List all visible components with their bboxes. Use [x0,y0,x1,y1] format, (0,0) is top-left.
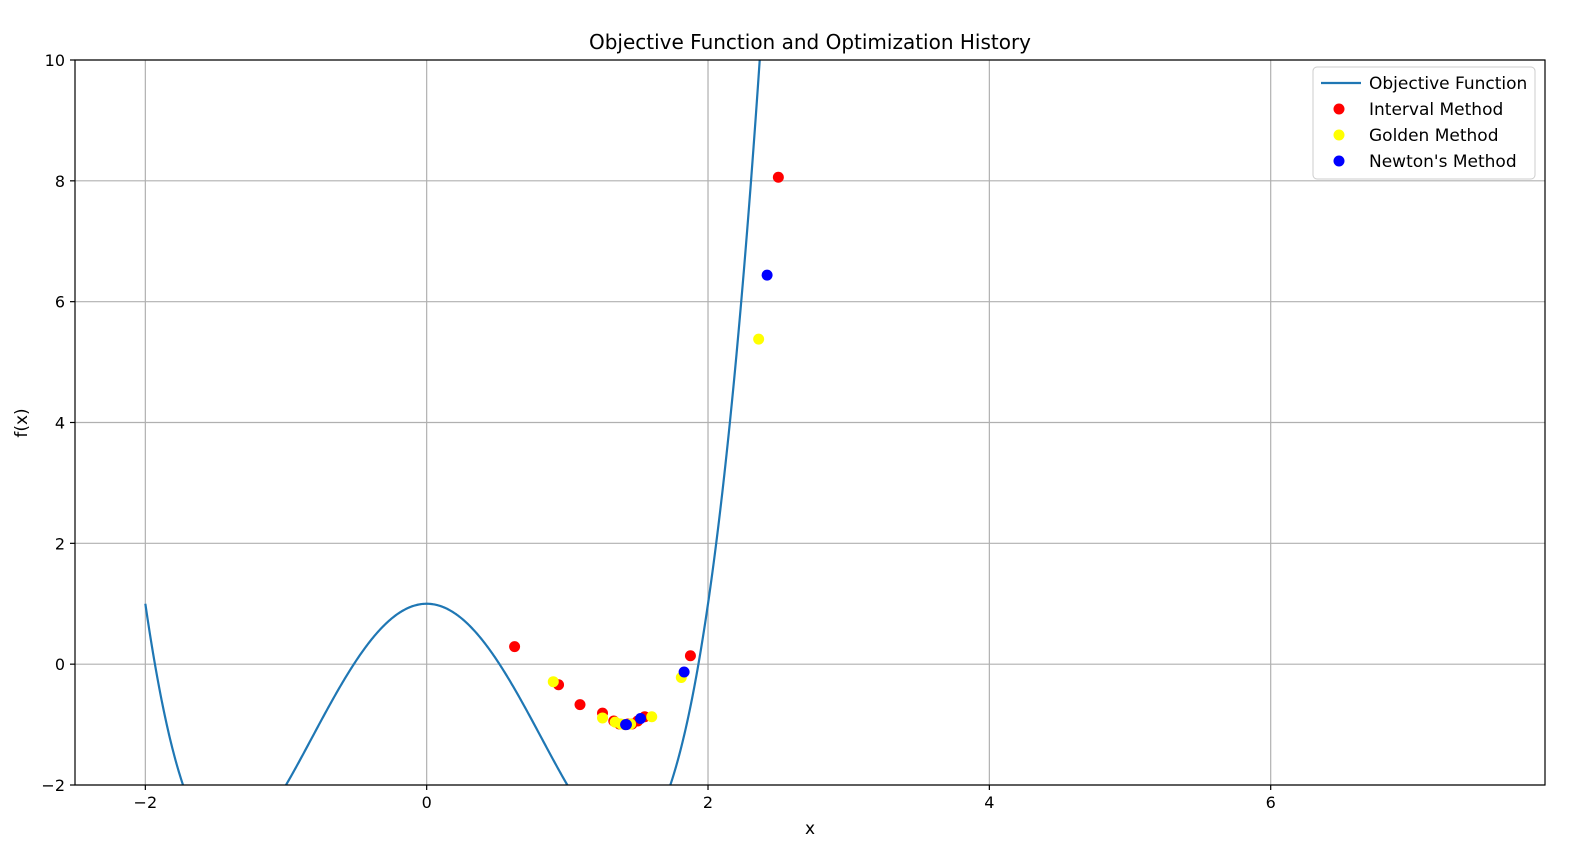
legend-marker-swatch [1333,129,1345,141]
grid [75,59,1545,786]
x-tick-label: −2 [134,793,158,812]
x-tick-label: 2 [703,793,713,812]
y-axis-label: f(x) [12,408,32,437]
chart-title: Objective Function and Optimization Hist… [589,30,1031,54]
x-tick-label: 6 [1266,793,1276,812]
x-axis-label: x [805,819,815,839]
y-axis-ticks: −2 0 2 4 6 8 10 [41,51,75,795]
legend-label: Objective Function [1369,74,1527,94]
legend: Objective Function Interval Method Golden … [1312,66,1536,180]
y-tick-label: 0 [55,655,65,674]
legend-marker-swatch [1333,155,1345,167]
legend-label: Golden Method [1369,126,1498,146]
y-tick-label: 4 [55,414,65,433]
y-tick-label: −2 [41,776,65,795]
golden-method-point [597,712,609,724]
golden-method-point [753,333,765,345]
newton-s-method-point [761,269,773,281]
x-tick-label: 4 [984,793,994,812]
legend-box [1312,66,1536,180]
objective-function-line [144,60,761,785]
golden-method-point [547,676,559,688]
x-axis-ticks: −2 0 2 4 6 [134,785,1276,812]
x-tick-label: 0 [422,793,432,812]
golden-method-point [646,711,658,723]
legend-label: Interval Method [1369,100,1503,120]
plot-area [144,60,784,785]
interval-method-point [574,699,586,711]
newton-s-method-point [678,666,690,678]
interval-method-point [772,171,784,183]
newton-s-method-point [634,713,646,725]
interval-method-point [684,650,696,662]
y-tick-label: 8 [55,172,65,191]
interval-method-point [509,641,521,653]
y-tick-label: 6 [55,293,65,312]
newton-s-method-point [620,719,632,731]
legend-marker-swatch [1333,103,1345,115]
y-tick-label: 2 [55,534,65,553]
legend-label: Newton's Method [1369,152,1517,172]
y-tick-label: 10 [45,51,65,70]
